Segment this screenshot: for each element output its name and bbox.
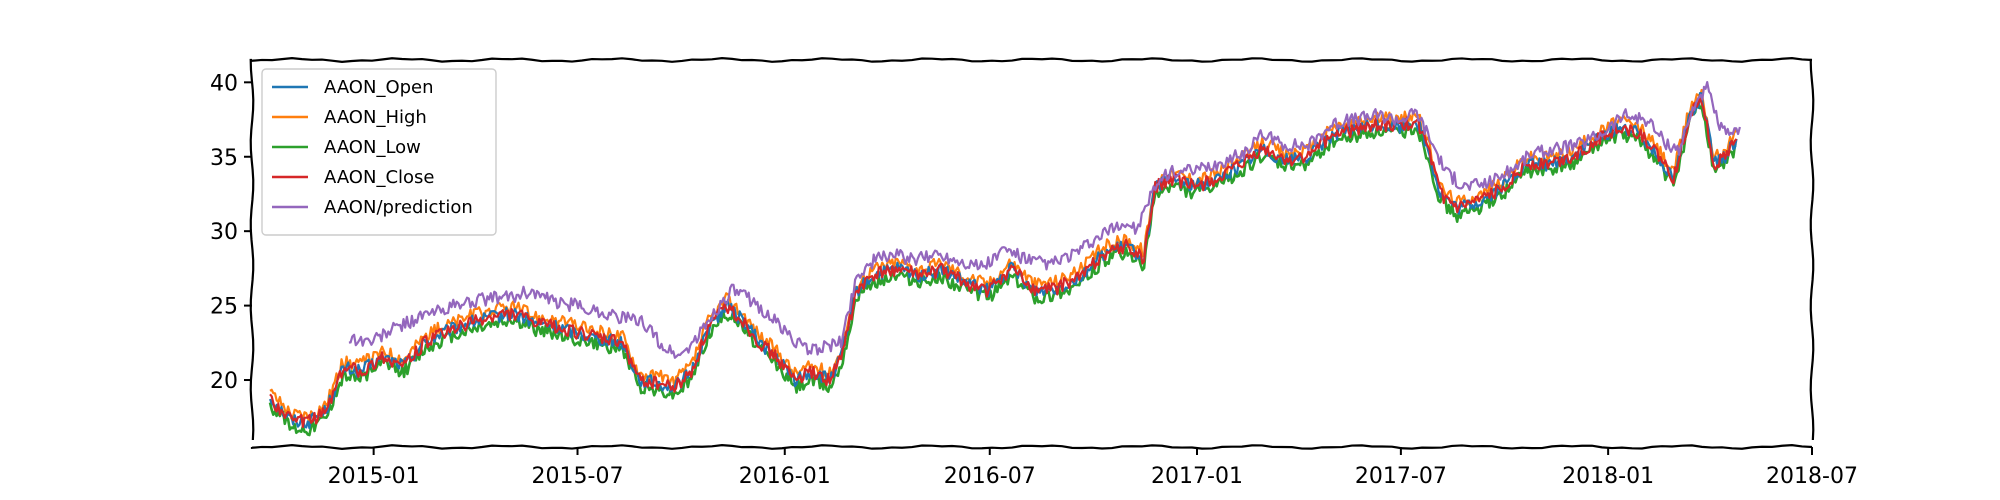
x-axis: 2015-01 2015-07 2016-01 2016-07 2017-01 2017-… xyxy=(328,447,1858,489)
frame-bottom xyxy=(250,444,1813,450)
legend-label: AAON_Open xyxy=(324,77,434,98)
series-layer xyxy=(268,81,1741,437)
x-tick-label: 2016-01 xyxy=(739,464,831,489)
y-tick-label: 40 xyxy=(210,71,238,96)
x-tick-label: 2017-07 xyxy=(1355,464,1447,489)
x-tick-label: 2018-07 xyxy=(1766,464,1858,489)
y-axis: 20 25 30 35 40 xyxy=(210,71,252,394)
legend: AAON_Open AAON_High AAON_Low AAON_Close AAON… xyxy=(261,68,497,236)
legend-box xyxy=(261,68,497,236)
y-tick-label: 20 xyxy=(210,369,238,394)
y-tick-label: 35 xyxy=(210,146,238,171)
series-line-aaon-close xyxy=(269,97,1738,429)
frame-right xyxy=(1809,58,1815,441)
frame-left xyxy=(249,58,255,441)
x-tick-label: 2017-01 xyxy=(1151,464,1243,489)
plot-frame xyxy=(249,57,1815,450)
legend-label: AAON_High xyxy=(324,107,427,128)
y-tick-label: 25 xyxy=(210,295,238,320)
x-tick-label: 2016-07 xyxy=(944,464,1036,489)
series-line-aaon-prediction xyxy=(348,81,1741,359)
series-line-aaon-low xyxy=(268,101,1737,437)
y-tick-label: 30 xyxy=(210,220,238,245)
legend-label: AAON_Close xyxy=(324,167,434,188)
frame-top xyxy=(250,57,1813,63)
legend-label: AAON/prediction xyxy=(324,197,473,218)
x-tick-label: 2015-01 xyxy=(328,464,420,489)
legend-label: AAON_Low xyxy=(324,137,421,158)
x-tick-label: 2018-01 xyxy=(1562,464,1654,489)
x-tick-label: 2015-07 xyxy=(532,464,624,489)
